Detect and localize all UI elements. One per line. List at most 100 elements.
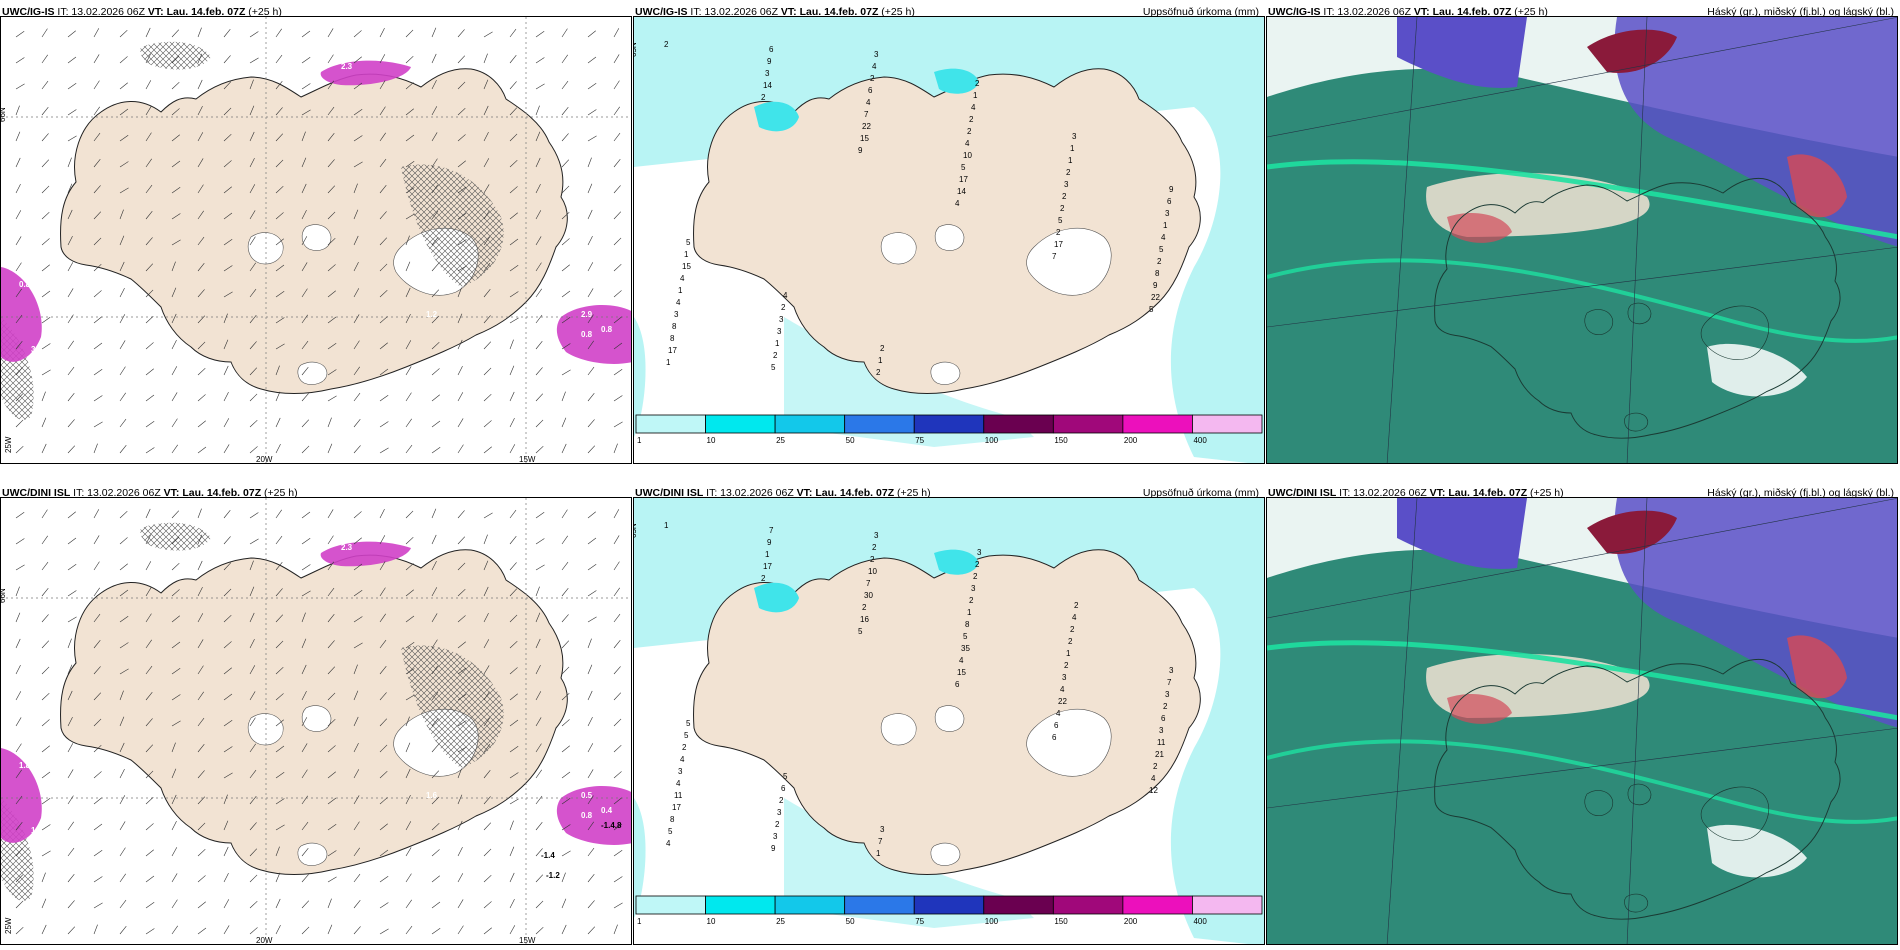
map-frame[interactable] xyxy=(1266,497,1898,945)
wind-barb xyxy=(327,850,337,857)
wind-barb xyxy=(67,235,73,246)
wind-barb xyxy=(535,822,543,831)
wind-barb xyxy=(353,340,360,350)
wind-barb xyxy=(275,588,283,597)
wind-barb xyxy=(249,236,256,246)
wind-barb xyxy=(197,394,206,402)
wind-barb xyxy=(353,30,362,38)
mid-cloud-area xyxy=(1397,498,1527,569)
map-frame[interactable] xyxy=(1266,16,1898,464)
precip-value-label: 4 xyxy=(1151,774,1156,783)
wind-barb xyxy=(249,446,258,454)
precip-heavy-area xyxy=(934,549,979,575)
wind-barb xyxy=(405,589,414,597)
wind-barb xyxy=(561,640,570,649)
wind-barb xyxy=(483,848,492,857)
wind-barb xyxy=(301,30,311,38)
wind-barb xyxy=(119,29,128,38)
wind-barb xyxy=(509,719,519,727)
row1-precip-panel: UWC/IG-IS IT: 13.02.2026 06Z VT: Lau. 14… xyxy=(633,0,1265,465)
wind-barb xyxy=(15,586,20,597)
wind-barb xyxy=(613,54,620,64)
colorbar-tick-label: 150 xyxy=(1054,917,1068,926)
high-cloud-area xyxy=(1447,212,1512,243)
wind-barb xyxy=(67,511,76,519)
wind-barb xyxy=(353,690,359,701)
wind-barb xyxy=(327,718,336,727)
high-cloud-area xyxy=(1587,510,1677,554)
wind-barb xyxy=(275,640,284,649)
wind-barb xyxy=(93,342,103,350)
wind-barb xyxy=(561,535,568,545)
wind-barb xyxy=(145,613,152,623)
wind-barb xyxy=(41,824,51,831)
wind-barb xyxy=(353,209,359,220)
wind-barb xyxy=(119,742,125,753)
precip-value-label: 3 xyxy=(977,548,982,557)
temperature-label: -1.2 xyxy=(546,871,560,880)
map-frame[interactable]: 1 2 5 6 6 12 4 17 16 15 6 4 5 1 2 4 4 2 8 9 30 35 22 21 17 7 7 5 4 11… xyxy=(633,497,1265,945)
colorbar-swatch xyxy=(1122,414,1193,434)
map-frame[interactable]: 2.3 1.8 0.4 0.8 1.2 0.5 0.4 1.0 1.6 -1.4 -1.2 -1.4.… xyxy=(0,497,632,945)
lat-label: 65N xyxy=(634,42,638,57)
wind-barb xyxy=(223,365,229,376)
wind-barb xyxy=(327,561,334,571)
wind-barb xyxy=(197,236,205,246)
wind-barb xyxy=(93,443,98,454)
wind-barb xyxy=(613,132,621,142)
wind-barb xyxy=(67,56,77,64)
wind-barb xyxy=(353,511,362,519)
wind-barb xyxy=(67,769,74,779)
wind-barb xyxy=(353,742,359,753)
wind-barb xyxy=(223,820,229,831)
glacier xyxy=(1026,708,1112,777)
glacier xyxy=(1624,893,1649,913)
precip-area xyxy=(634,317,646,437)
wind-barb xyxy=(587,109,597,116)
temperature-label: 0.4 xyxy=(601,806,613,815)
wind-barb xyxy=(431,822,440,831)
wind-barb xyxy=(15,445,24,454)
colorbar-tick-label: 25 xyxy=(776,436,785,445)
wind-barb xyxy=(301,393,309,402)
map-frame[interactable]: 2 2 9 4 7 5 1 14 15 14 17 22 17 3 22 17 2 9 8 9 7 5 5 8 8 6 4 10 2 2 3… xyxy=(633,16,1265,464)
iceland-group xyxy=(693,68,1201,394)
wind-barb xyxy=(613,535,620,545)
wind-barb xyxy=(535,612,541,623)
wind-barb xyxy=(405,235,410,246)
wind-barb xyxy=(15,664,21,675)
wind-barb xyxy=(275,291,285,298)
wind-barb xyxy=(119,209,124,220)
wind-barb xyxy=(197,534,203,545)
wind-barb xyxy=(197,822,206,831)
wind-barb xyxy=(67,157,72,168)
wind-barb xyxy=(483,158,490,168)
wind-barb xyxy=(41,640,50,649)
wind-barb xyxy=(275,54,283,64)
wind-barb xyxy=(93,159,101,168)
wind-barb xyxy=(405,340,412,350)
map-frame[interactable]: 2.3 0.8 1.1 0.8 3.4 2.9 0.8 1.8 1.2 66N 25W 20W 15W xyxy=(0,16,632,464)
wind-barb xyxy=(171,847,178,857)
wind-barb xyxy=(483,315,491,324)
wind-barb xyxy=(223,265,233,272)
wind-barb xyxy=(15,31,25,38)
wind-barb xyxy=(301,57,311,64)
wind-barb xyxy=(431,53,437,64)
wind-barb xyxy=(119,642,129,649)
wind-barb xyxy=(535,743,542,753)
cloud-cover-map xyxy=(1267,17,1897,463)
wind-barb xyxy=(405,55,414,64)
wind-barb xyxy=(327,28,334,38)
wind-barb xyxy=(587,564,597,571)
precip-value-label: 4 xyxy=(866,98,871,107)
wind-barb xyxy=(301,445,310,454)
wind-barb xyxy=(613,159,621,168)
precip-value-label: 3 xyxy=(1064,180,1069,189)
colorbar-swatch xyxy=(983,414,1054,434)
wind-barb xyxy=(353,261,359,272)
wind-temperature-map: 2.3 1.8 0.4 0.8 1.2 0.5 0.4 1.0 1.6 -1.4 -1.2 -1.4.… xyxy=(1,498,631,944)
wind-barb xyxy=(93,613,101,623)
wind-barb xyxy=(301,848,309,857)
wind-barb xyxy=(119,873,126,883)
